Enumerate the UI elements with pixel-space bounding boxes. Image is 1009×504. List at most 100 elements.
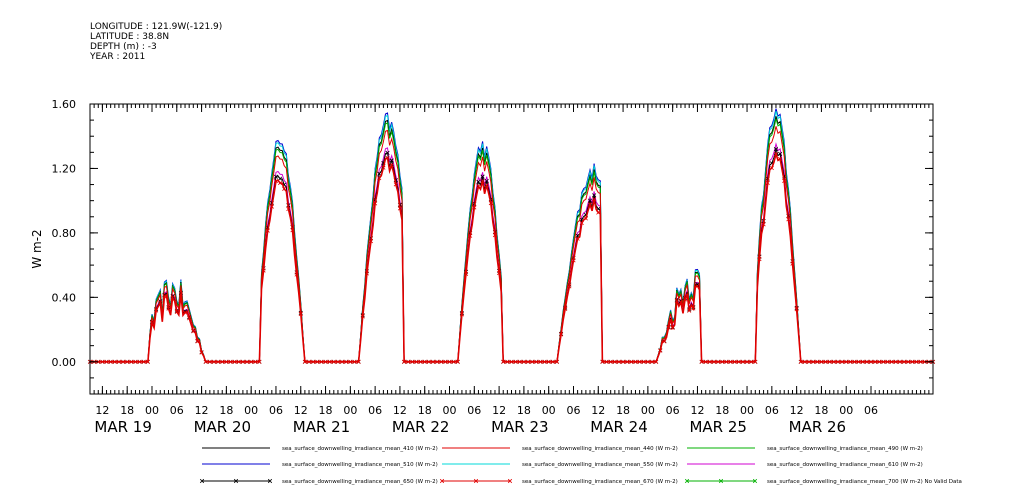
series-point xyxy=(596,210,601,215)
x-day-label: MAR 23 xyxy=(491,418,548,436)
series-point xyxy=(377,176,382,181)
series-point xyxy=(389,158,394,163)
series-point xyxy=(885,359,890,364)
series-point xyxy=(670,325,675,330)
series-point xyxy=(695,283,700,289)
series-point xyxy=(517,359,522,364)
x-tick-label: 00 xyxy=(343,404,357,417)
series-point xyxy=(798,359,803,364)
series-point xyxy=(637,359,642,364)
series-point xyxy=(654,359,659,364)
series-point xyxy=(521,359,526,364)
x-day-label: MAR 22 xyxy=(392,418,449,436)
year-text: YEAR : 2011 xyxy=(90,52,146,62)
series-point xyxy=(385,150,390,155)
series-point xyxy=(806,359,812,364)
series-point xyxy=(583,216,588,221)
series-point xyxy=(443,359,448,364)
series-point xyxy=(649,359,655,364)
legend-marker xyxy=(718,478,724,484)
series-point xyxy=(608,359,613,364)
series-point xyxy=(782,178,787,183)
series-point xyxy=(294,272,299,277)
series-point xyxy=(794,307,799,312)
series-point xyxy=(100,359,105,364)
x-tick-label: 00 xyxy=(839,404,853,417)
series-point xyxy=(682,297,688,302)
y-tick-label: 0.00 xyxy=(52,356,77,369)
series-point xyxy=(641,359,646,364)
series-point xyxy=(840,359,845,364)
series-point xyxy=(918,359,923,364)
x-tick-label: 00 xyxy=(244,404,258,417)
x-tick-label: 06 xyxy=(864,404,878,417)
series-point xyxy=(513,359,518,364)
x-tick-label: 06 xyxy=(467,404,481,417)
series-point xyxy=(645,359,650,364)
series-point xyxy=(480,174,485,179)
series-point xyxy=(216,359,221,364)
series-point xyxy=(393,182,398,187)
series-point xyxy=(344,359,349,364)
series-point xyxy=(620,359,626,364)
series-point xyxy=(182,310,188,315)
series-point xyxy=(773,152,779,157)
series-point xyxy=(430,359,436,364)
series-point xyxy=(592,197,597,202)
series-point xyxy=(749,359,754,364)
series-point xyxy=(265,228,270,233)
series-point xyxy=(844,359,849,364)
series-layer xyxy=(87,108,936,364)
series-point xyxy=(501,359,506,364)
longitude-text: LONGITUDE : 121.9W(-121.9) xyxy=(90,22,223,32)
series-point xyxy=(827,359,832,364)
series-point xyxy=(397,206,403,211)
series-point xyxy=(96,359,101,364)
legend-marker xyxy=(507,478,513,484)
series-point xyxy=(728,359,733,364)
series-point xyxy=(707,359,712,364)
series-point xyxy=(831,359,836,364)
series-point xyxy=(331,359,336,364)
series-point xyxy=(261,268,266,273)
x-day-label: MAR 24 xyxy=(590,418,647,436)
x-tick-label: 18 xyxy=(616,404,630,417)
x-tick-label: 18 xyxy=(319,404,333,417)
plot-frame xyxy=(89,103,934,395)
series-point xyxy=(273,178,279,184)
x-tick-label: 00 xyxy=(443,404,457,417)
legend-marker xyxy=(752,478,758,484)
series-point xyxy=(703,359,708,364)
series-point xyxy=(765,180,770,185)
series-point xyxy=(868,359,874,364)
series-point xyxy=(658,348,663,353)
x-tick-label: 12 xyxy=(591,404,605,417)
series-point xyxy=(480,178,485,184)
series-point xyxy=(414,359,419,364)
series-point xyxy=(633,359,638,364)
series-point xyxy=(778,156,783,161)
x-day-label: MAR 19 xyxy=(94,418,151,436)
series-point xyxy=(699,359,704,364)
y-tick-label: 0.40 xyxy=(52,291,77,304)
series-point xyxy=(162,294,167,299)
x-tick-label: 06 xyxy=(666,404,680,417)
series-point xyxy=(348,359,353,364)
series-point xyxy=(211,359,217,364)
x-tick-label: 12 xyxy=(195,404,209,417)
series-point xyxy=(439,359,444,364)
series-line xyxy=(90,108,933,363)
series-point xyxy=(761,222,766,227)
series-point xyxy=(691,306,696,311)
series-point xyxy=(199,350,204,355)
x-day-label: MAR 25 xyxy=(689,418,746,436)
series-point xyxy=(736,359,741,364)
series-point xyxy=(744,359,750,364)
series-point xyxy=(546,359,551,364)
series-point xyxy=(463,271,469,276)
series-line xyxy=(90,116,933,363)
series-point xyxy=(224,359,229,364)
series-point xyxy=(459,312,464,317)
x-tick-label: 12 xyxy=(393,404,407,417)
